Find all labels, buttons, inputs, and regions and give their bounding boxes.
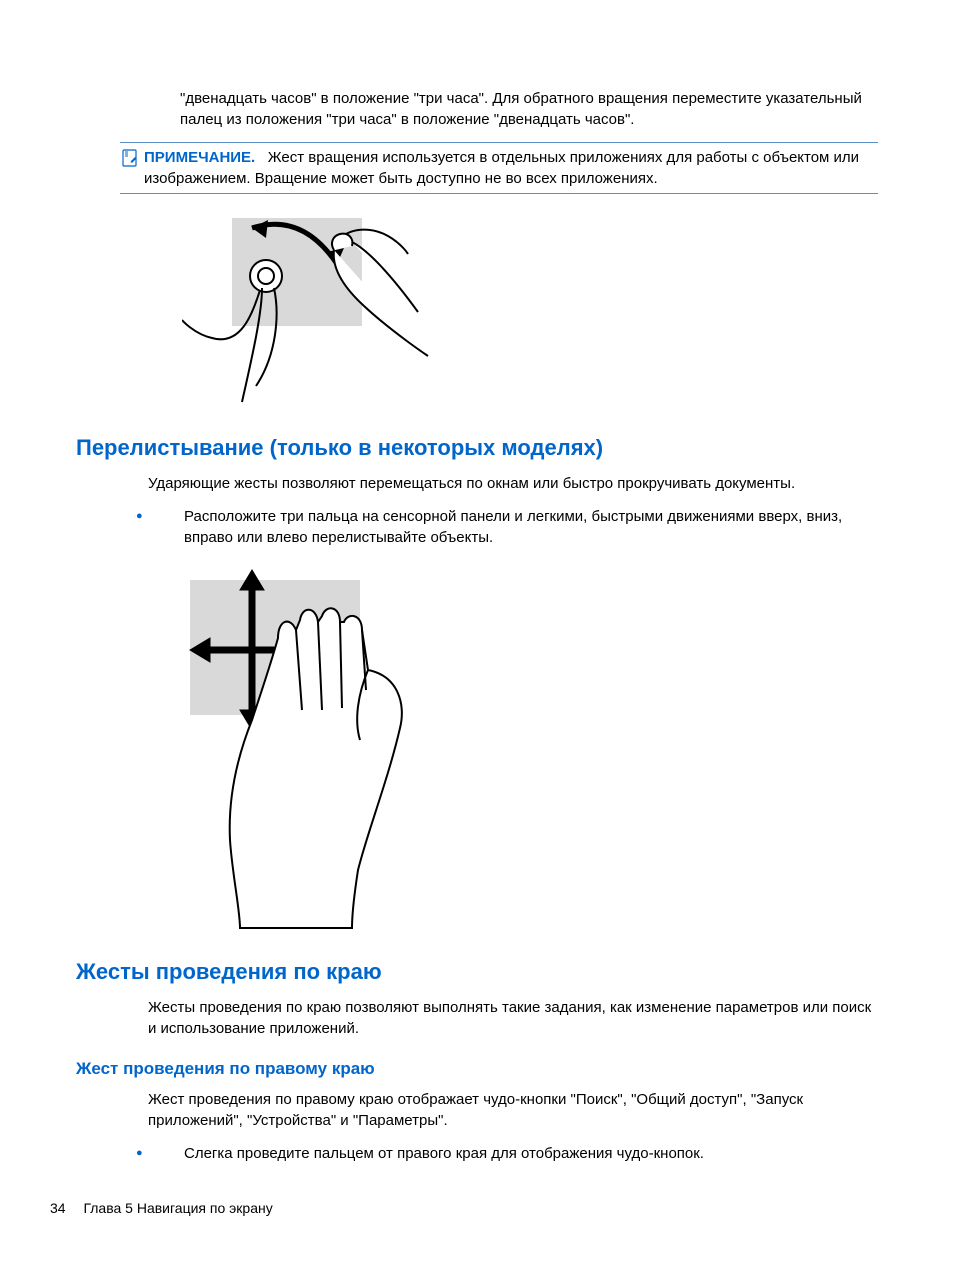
- heading-flick: Перелистывание (только в некоторых модел…: [76, 435, 878, 461]
- right-edge-bullet-1: Слегка проведите пальцем от правого края…: [136, 1143, 878, 1164]
- heading-right-edge: Жест проведения по правому краю: [76, 1059, 878, 1079]
- page: "двенадцать часов" в положение "три часа…: [0, 0, 954, 1270]
- illustration-flick: [182, 560, 878, 935]
- heading-edge-swipe: Жесты проведения по краю: [76, 959, 878, 985]
- right-edge-paragraph: Жест проведения по правому краю отобража…: [148, 1089, 878, 1131]
- note-label: ПРИМЕЧАНИЕ.: [144, 149, 255, 166]
- intro-paragraph-continuation: "двенадцать часов" в положение "три часа…: [180, 88, 878, 130]
- note-box: ПРИМЕЧАНИЕ. Жест вращения используется в…: [120, 142, 878, 194]
- note-icon: [120, 148, 140, 168]
- illustration-rotate: [182, 206, 878, 411]
- chapter-label: Глава 5 Навигация по экрану: [83, 1200, 272, 1216]
- flick-bullets: Расположите три пальца на сенсорной пане…: [76, 506, 878, 548]
- flick-bullet-1: Расположите три пальца на сенсорной пане…: [136, 506, 878, 548]
- flick-paragraph: Ударяющие жесты позволяют перемещаться п…: [148, 473, 878, 494]
- edge-swipe-paragraph: Жесты проведения по краю позволяют выпол…: [148, 997, 878, 1039]
- page-number: 34: [50, 1200, 66, 1216]
- note-text: ПРИМЕЧАНИЕ. Жест вращения используется в…: [144, 147, 878, 189]
- right-edge-bullets: Слегка проведите пальцем от правого края…: [76, 1143, 878, 1164]
- page-footer: 34 Глава 5 Навигация по экрану: [50, 1200, 273, 1216]
